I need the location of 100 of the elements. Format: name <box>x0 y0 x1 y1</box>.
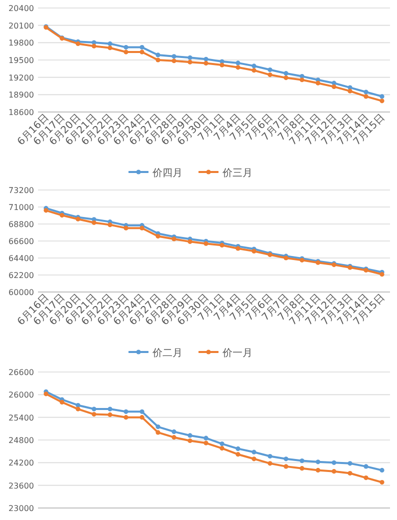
point <box>204 436 208 440</box>
point <box>316 468 320 473</box>
point <box>348 461 352 466</box>
point <box>252 68 256 73</box>
point <box>140 44 144 50</box>
point <box>268 461 272 466</box>
point <box>92 220 96 225</box>
point <box>316 460 320 464</box>
point <box>188 433 192 438</box>
point <box>188 239 192 244</box>
point <box>220 62 224 68</box>
point <box>60 400 64 405</box>
y-tick-label: 24800 <box>8 436 34 445</box>
point <box>140 415 144 420</box>
point <box>92 406 96 412</box>
legend-label: 价一月 <box>222 347 252 359</box>
point <box>236 446 240 451</box>
y-tick-label: 18900 <box>8 90 34 100</box>
legend-label: 价二月 <box>152 347 182 359</box>
point <box>220 446 224 451</box>
point <box>316 80 320 86</box>
point <box>204 60 208 66</box>
y-tick-label: 23000 <box>8 504 34 513</box>
point <box>236 60 240 66</box>
point <box>172 435 176 440</box>
point <box>252 456 256 462</box>
point <box>156 52 160 58</box>
point <box>124 415 128 420</box>
point <box>124 44 128 50</box>
point <box>300 78 304 82</box>
point <box>236 65 240 70</box>
y-tick-label: 26600 <box>8 368 34 377</box>
y-tick-label: 71000 <box>8 203 34 212</box>
point <box>268 454 272 459</box>
point <box>252 450 256 454</box>
point <box>140 226 144 230</box>
y-tick-label: 24200 <box>8 458 34 468</box>
point <box>268 67 272 72</box>
point <box>284 464 288 469</box>
point <box>140 50 144 54</box>
point <box>188 438 192 444</box>
point <box>348 88 352 94</box>
y-tick-label: 19200 <box>8 73 34 82</box>
y-tick-label: 60000 <box>8 288 34 297</box>
y-tick-label: 19800 <box>8 38 34 48</box>
y-tick-label: 18600 <box>8 108 34 117</box>
point <box>156 58 160 62</box>
point <box>140 409 144 414</box>
point <box>172 58 176 64</box>
point <box>92 44 96 48</box>
y-tick-label: 23600 <box>8 481 34 490</box>
point <box>156 424 160 430</box>
point <box>364 475 368 480</box>
point <box>284 71 288 76</box>
point <box>236 452 240 457</box>
point <box>108 412 112 417</box>
y-tick-label: 68800 <box>8 220 34 229</box>
y-tick-label: 26000 <box>8 390 34 400</box>
point <box>108 222 112 228</box>
point <box>204 56 208 62</box>
point <box>348 470 352 476</box>
point <box>220 441 224 446</box>
point <box>44 208 48 213</box>
point <box>380 272 384 277</box>
point <box>188 55 192 60</box>
point <box>220 242 224 248</box>
point <box>252 64 256 68</box>
point <box>156 234 160 239</box>
point <box>108 46 112 50</box>
y-tick-label: 20100 <box>8 21 34 30</box>
point <box>332 469 336 474</box>
point <box>380 480 384 485</box>
point <box>172 236 176 242</box>
point <box>204 241 208 246</box>
point <box>380 468 384 473</box>
point <box>76 41 80 46</box>
point <box>284 75 288 80</box>
point <box>300 466 304 471</box>
point <box>204 440 208 446</box>
point <box>108 406 112 412</box>
point <box>124 409 128 414</box>
point <box>300 458 304 464</box>
y-tick-label: 20400 <box>8 4 34 13</box>
point <box>188 60 192 64</box>
point <box>268 72 272 78</box>
point <box>172 54 176 59</box>
y-tick-label: 25400 <box>8 413 34 422</box>
point <box>364 94 368 99</box>
point <box>124 226 128 230</box>
point <box>332 460 336 465</box>
point <box>156 430 160 435</box>
y-tick-label: 73200 <box>8 186 34 195</box>
point <box>380 98 384 104</box>
point <box>60 213 64 218</box>
point <box>76 406 80 412</box>
point <box>284 456 288 462</box>
y-tick-label: 62200 <box>8 271 34 280</box>
point <box>380 94 384 99</box>
point <box>44 392 48 396</box>
legend-label: 价四月 <box>152 167 182 179</box>
